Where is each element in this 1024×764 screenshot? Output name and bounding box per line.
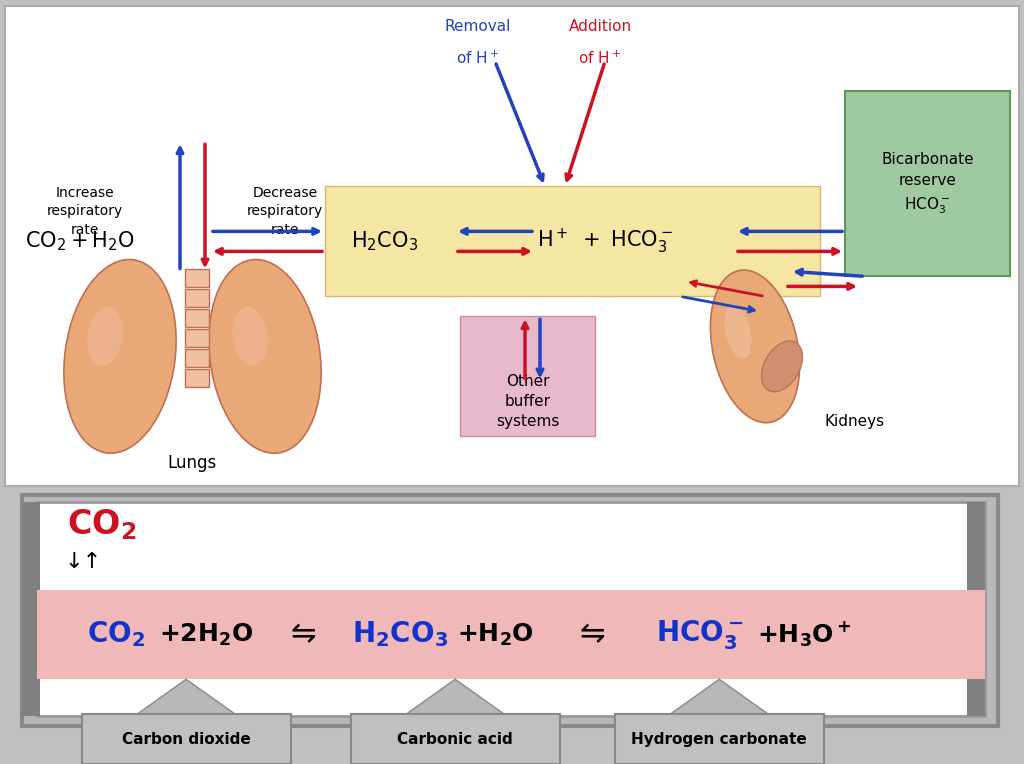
Text: of H$^+$: of H$^+$ — [579, 50, 622, 66]
FancyBboxPatch shape — [845, 92, 1010, 277]
Text: $\leftrightharpoons$: $\leftrightharpoons$ — [285, 620, 316, 649]
Text: $\leftrightharpoons$: $\leftrightharpoons$ — [573, 620, 606, 649]
Ellipse shape — [762, 341, 803, 392]
FancyBboxPatch shape — [460, 316, 595, 436]
Text: $\mathrm{CO_2 + H_2O}$: $\mathrm{CO_2 + H_2O}$ — [26, 230, 135, 253]
FancyBboxPatch shape — [350, 714, 560, 764]
FancyBboxPatch shape — [22, 502, 40, 716]
Text: $\mathbf{+ 2H_2O}$: $\mathbf{+ 2H_2O}$ — [159, 621, 253, 648]
FancyBboxPatch shape — [325, 186, 820, 296]
FancyBboxPatch shape — [185, 309, 209, 328]
Polygon shape — [134, 679, 238, 716]
Polygon shape — [668, 679, 771, 716]
Ellipse shape — [87, 306, 123, 366]
Text: $\mathbf{CO_2}$: $\mathbf{CO_2}$ — [67, 507, 136, 542]
Text: Addition: Addition — [568, 19, 632, 34]
Ellipse shape — [63, 260, 176, 453]
Ellipse shape — [711, 270, 800, 422]
Text: Increase
respiratory
rate: Increase respiratory rate — [47, 186, 123, 237]
FancyBboxPatch shape — [968, 502, 985, 716]
Text: $\mathbf{+ H_3O^+}$: $\mathbf{+ H_3O^+}$ — [757, 620, 851, 649]
Text: $\mathrm{H_2CO_3}$: $\mathrm{H_2CO_3}$ — [351, 230, 419, 253]
Text: ↓↑: ↓↑ — [65, 552, 102, 571]
Text: $\mathbf{HCO_3^-}$: $\mathbf{HCO_3^-}$ — [655, 618, 743, 651]
Text: Kidneys: Kidneys — [825, 414, 885, 429]
Ellipse shape — [725, 304, 752, 358]
Text: Bicarbonate
reserve
$\mathrm{HCO_3^-}$: Bicarbonate reserve $\mathrm{HCO_3^-}$ — [882, 152, 974, 215]
FancyBboxPatch shape — [5, 6, 1019, 487]
Ellipse shape — [232, 306, 268, 366]
Text: $\mathbf{H_2CO_3}$: $\mathbf{H_2CO_3}$ — [352, 620, 449, 649]
FancyBboxPatch shape — [185, 270, 209, 287]
Text: Lungs: Lungs — [167, 455, 217, 472]
Text: Decrease
respiratory
rate: Decrease respiratory rate — [247, 186, 324, 237]
Text: $\mathrm{H^+\ +\ HCO_3^-}$: $\mathrm{H^+\ +\ HCO_3^-}$ — [537, 227, 673, 256]
Text: $\mathbf{+ H_2O}$: $\mathbf{+ H_2O}$ — [457, 621, 534, 648]
Text: Carbon dioxide: Carbon dioxide — [122, 732, 251, 746]
Ellipse shape — [209, 260, 322, 453]
Text: Removal: Removal — [444, 19, 511, 34]
Text: Other
buffer
systems: Other buffer systems — [496, 374, 559, 429]
FancyBboxPatch shape — [37, 590, 985, 679]
Polygon shape — [403, 679, 507, 716]
Text: Carbonic acid: Carbonic acid — [397, 732, 513, 746]
Text: Hydrogen carbonate: Hydrogen carbonate — [632, 732, 807, 746]
FancyBboxPatch shape — [82, 714, 291, 764]
FancyBboxPatch shape — [37, 502, 985, 716]
FancyBboxPatch shape — [614, 714, 824, 764]
Text: $\mathbf{CO_2}$: $\mathbf{CO_2}$ — [87, 620, 145, 649]
FancyBboxPatch shape — [185, 290, 209, 307]
FancyBboxPatch shape — [22, 495, 998, 726]
Text: of H$^+$: of H$^+$ — [457, 50, 500, 66]
FancyBboxPatch shape — [185, 329, 209, 348]
FancyBboxPatch shape — [185, 349, 209, 367]
FancyBboxPatch shape — [185, 369, 209, 387]
